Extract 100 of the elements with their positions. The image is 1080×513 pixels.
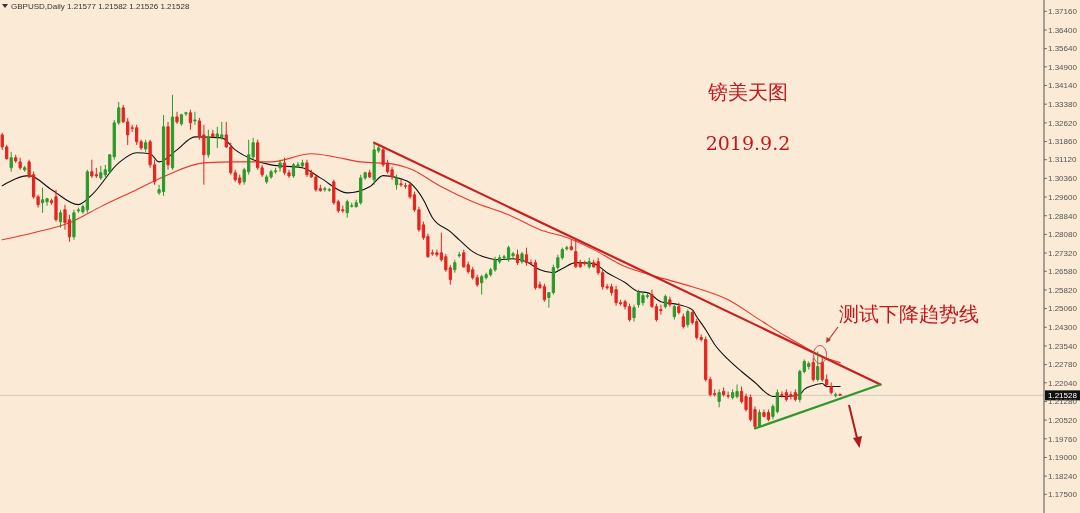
y-tick-label: 1.34140 <box>1048 81 1078 91</box>
candlestick <box>166 121 170 171</box>
candlestick <box>9 151 13 173</box>
candlestick <box>838 393 842 396</box>
line-series <box>1 136 841 398</box>
candlestick <box>72 209 76 241</box>
candlestick <box>614 285 618 307</box>
candlestick <box>314 174 318 193</box>
candlestick <box>677 302 681 315</box>
y-tick-label: 1.18240 <box>1048 471 1078 481</box>
candlestick <box>668 296 672 308</box>
y-tick-label: 1.25060 <box>1048 304 1078 314</box>
y-tick-label: 1.31860 <box>1048 137 1078 147</box>
candlestick <box>641 291 645 307</box>
candlestick <box>565 245 569 252</box>
candlestick <box>834 392 838 399</box>
candlestick <box>269 169 273 180</box>
candlestick <box>193 111 197 126</box>
candlestick <box>323 186 327 193</box>
y-tick-label: 1.35640 <box>1048 44 1078 54</box>
candlestick <box>90 159 94 179</box>
candlestick <box>394 174 399 191</box>
y-tick-label: 1.36400 <box>1048 25 1078 35</box>
candlestick <box>632 304 636 323</box>
candlestick <box>816 351 820 383</box>
annotation: GBPUSD,Daily 1.21577 1.21582 1.21526 1.21528 <box>11 2 190 11</box>
candlestick <box>76 207 81 214</box>
y-tick-label: 1.34900 <box>1048 62 1078 72</box>
candlestick <box>58 209 63 229</box>
candlestick <box>506 245 511 263</box>
candlestick <box>569 239 573 252</box>
candlestick <box>282 157 287 176</box>
candlestick <box>206 129 210 159</box>
candlestick <box>184 111 188 117</box>
y-tick-label: 1.19000 <box>1048 453 1078 463</box>
candlestick <box>457 251 461 259</box>
candlestick <box>574 239 578 269</box>
candlestick <box>170 94 175 171</box>
y-tick-label: 1.26580 <box>1048 267 1078 277</box>
candlestick <box>85 169 89 214</box>
y-tick-label: 1.28080 <box>1048 230 1078 240</box>
candlestick <box>273 167 278 175</box>
candlestick <box>368 169 372 179</box>
candlestick <box>54 189 58 223</box>
y-tick-label: 1.20520 <box>1048 415 1078 425</box>
y-tick-label: 1.19760 <box>1048 434 1078 444</box>
y-tick-label: 1.27320 <box>1048 248 1078 258</box>
candlestick <box>144 139 148 153</box>
candlestick <box>264 174 269 185</box>
candlestick <box>493 256 497 273</box>
candlestick <box>780 390 784 399</box>
candlestick <box>762 409 766 418</box>
candlestick <box>811 356 815 383</box>
y-tick-label: 1.28840 <box>1048 211 1078 221</box>
y-tick-label: 1.17500 <box>1048 490 1078 500</box>
candlestick <box>515 249 520 266</box>
candlestick <box>829 382 833 396</box>
candlestick <box>587 257 591 270</box>
candlestick <box>636 289 641 309</box>
candlestick <box>793 388 797 402</box>
candlestick <box>735 384 739 400</box>
candlestick <box>372 142 376 186</box>
candlestick <box>300 159 305 169</box>
candlestick <box>179 113 184 127</box>
candlestick <box>789 390 793 400</box>
candlestick <box>99 165 103 181</box>
candlestick <box>480 274 484 296</box>
text: 2019.9.2 <box>705 132 791 154</box>
candlestick <box>278 159 282 173</box>
candlestick <box>542 283 547 303</box>
y-tick-label: 1.30360 <box>1048 174 1078 184</box>
y-tick-label: 1.22040 <box>1048 378 1078 388</box>
candlestick <box>161 114 166 197</box>
text: 镑美天图 <box>707 80 788 104</box>
y-tick-label: 1.24300 <box>1048 323 1078 333</box>
candlestick <box>726 391 730 400</box>
candlestick <box>766 409 771 422</box>
candlestick <box>663 294 667 310</box>
candlestick <box>672 304 676 321</box>
candlestick <box>627 303 632 323</box>
y-tick-label: 1.29600 <box>1048 192 1078 202</box>
y-tick-label: 1.22780 <box>1048 360 1078 370</box>
candlestick <box>188 109 193 131</box>
candlestick <box>399 179 403 188</box>
candlestick <box>305 159 309 178</box>
candlestick <box>211 129 215 138</box>
candlestick <box>524 247 529 267</box>
candlestick <box>18 157 22 171</box>
candlestick <box>807 360 811 371</box>
line-series <box>1 153 841 364</box>
candlestick <box>40 187 45 214</box>
y-tick-label: 1.32620 <box>1048 118 1078 128</box>
y-tick-label: 1.33380 <box>1048 99 1078 109</box>
candlestick <box>23 165 27 173</box>
candlestick <box>291 162 296 179</box>
candlestick <box>681 313 685 329</box>
y-tick-label: 1.37160 <box>1048 7 1078 17</box>
candlestick <box>717 388 721 408</box>
candlestick <box>175 111 179 125</box>
y-tick-label: 1.25820 <box>1048 285 1078 295</box>
